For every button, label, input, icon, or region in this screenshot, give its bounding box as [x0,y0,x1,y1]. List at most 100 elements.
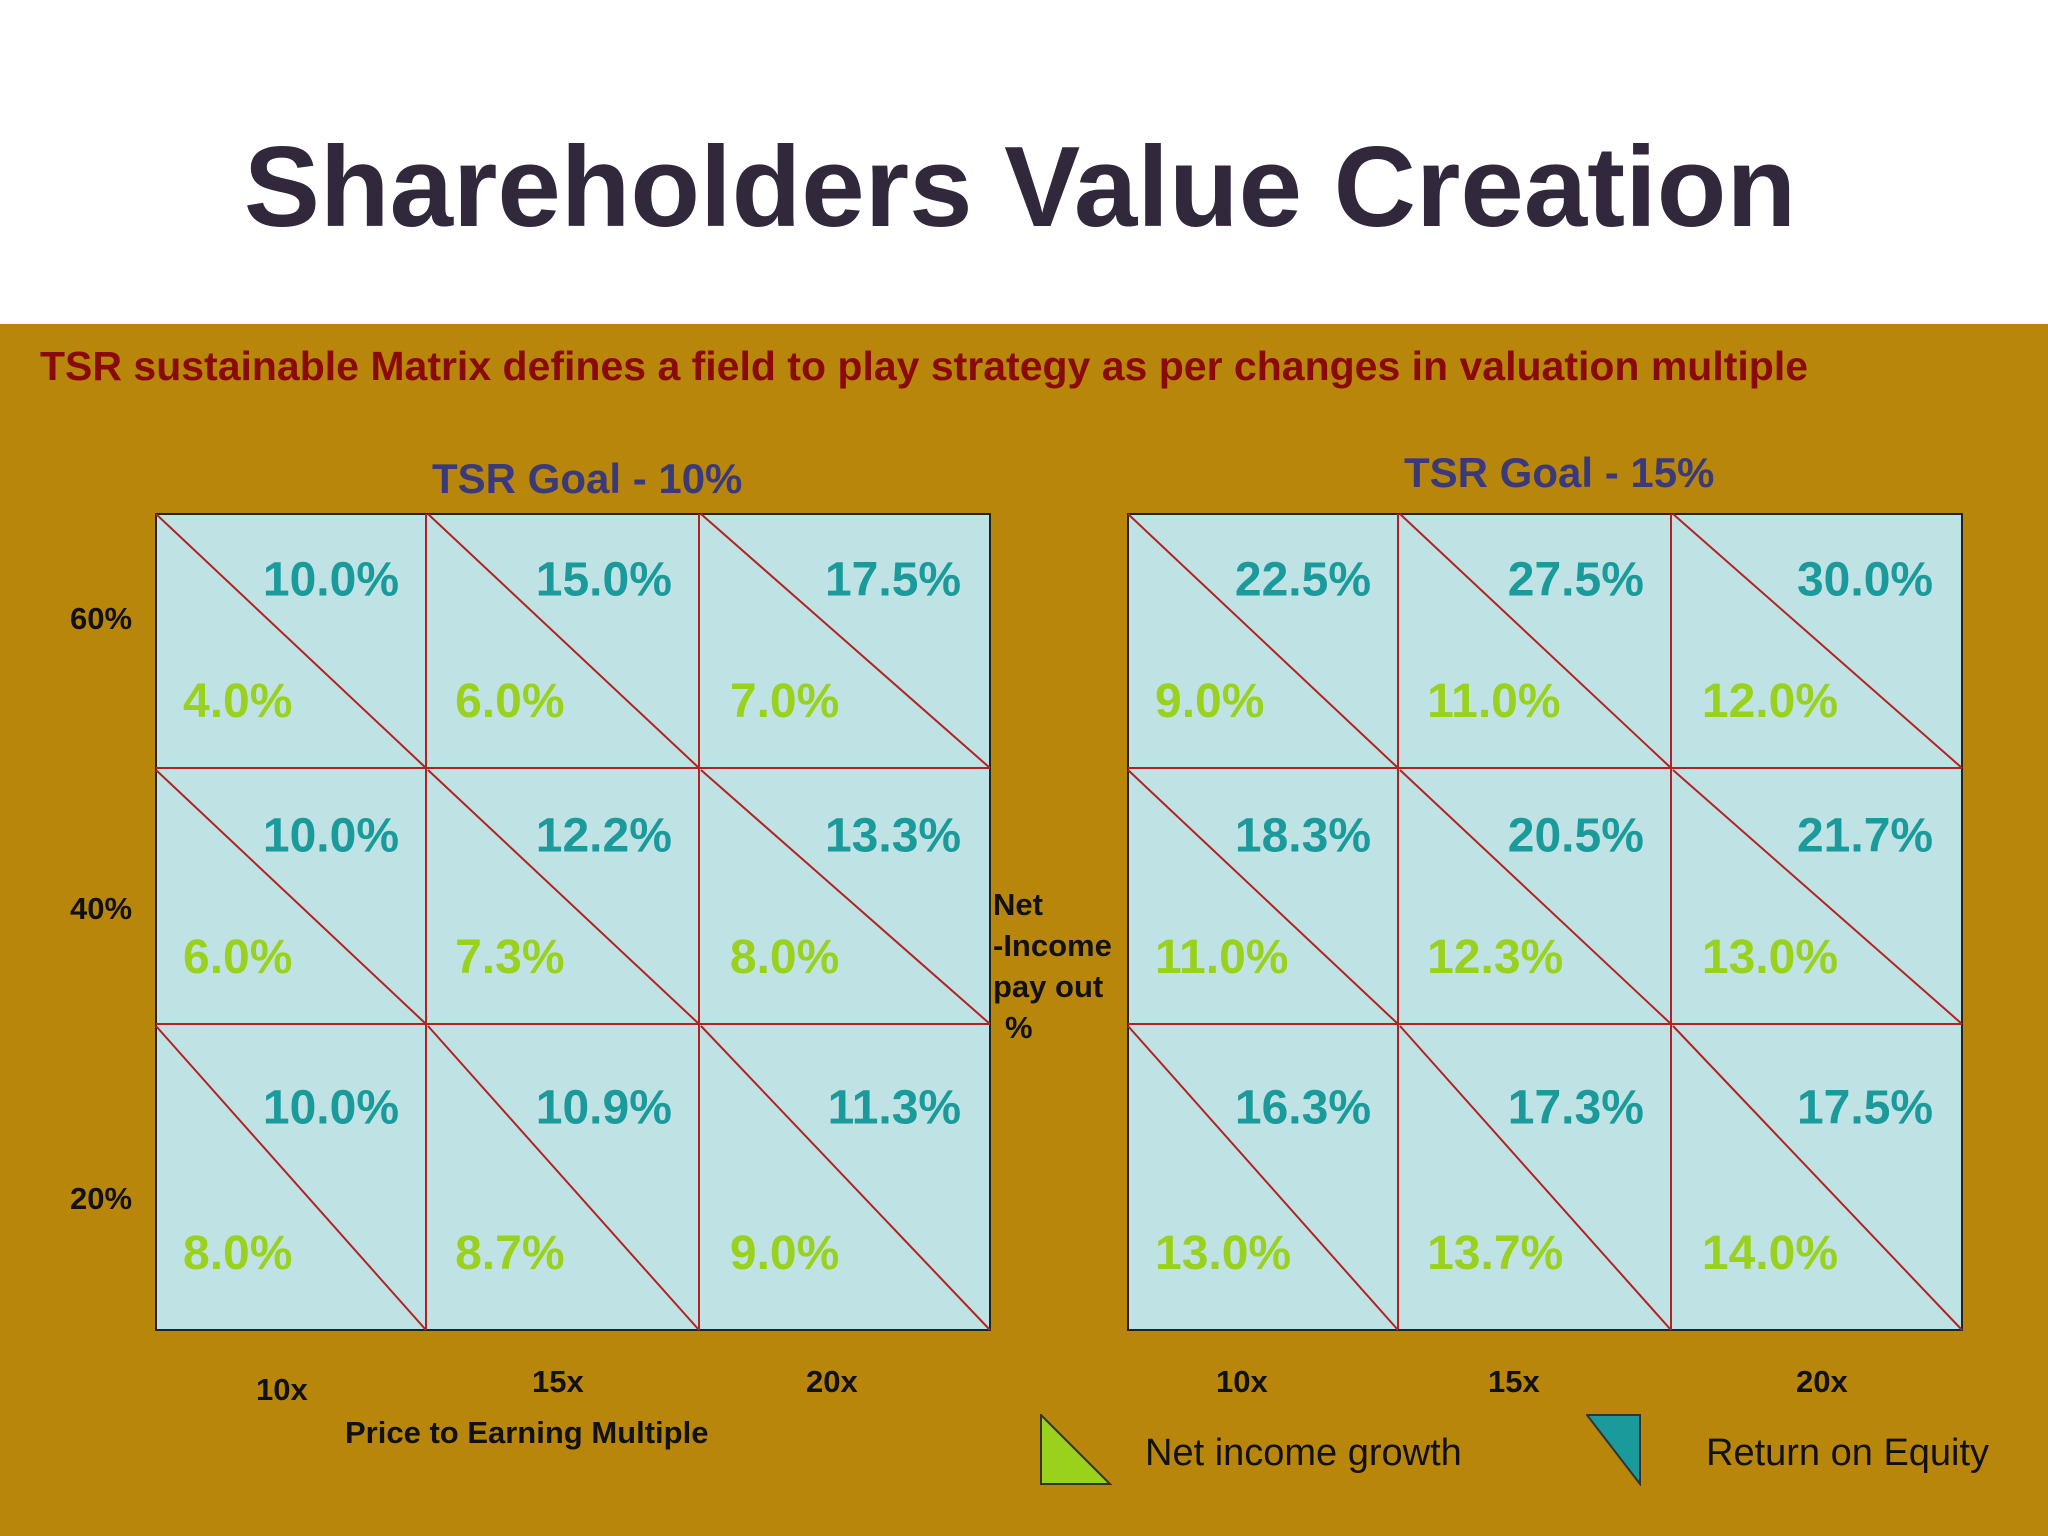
cell-diagonal [1127,1025,1399,1331]
net-income-growth-value: 12.0% [1702,675,1838,728]
net-income-growth-value: 12.3% [1427,931,1563,984]
y-tick-20: 20% [70,1181,133,1216]
return-on-equity-value: 21.7% [1797,809,1933,862]
cell-diagonal [155,769,427,1025]
cell-diagonal [1127,513,1399,769]
matrix-cell: 16.3% 13.0% [1127,1025,1399,1331]
net-income-growth-value: 14.0% [1702,1227,1838,1280]
payout-label-line1: Net [993,887,1043,922]
matrix-cell: 12.2% 7.3% [427,769,700,1025]
x-tick-left-10x: 10x [256,1372,308,1407]
payout-label-line4: % [1005,1010,1033,1045]
legend-net-income-growth: Net income growth [1145,1432,1462,1474]
matrix-cell: 18.3% 11.0% [1127,769,1399,1025]
return-on-equity-value: 22.5% [1235,553,1371,606]
matrix-cell: 11.3% 9.0% [700,1025,991,1331]
cell-diagonal [1127,769,1399,1025]
matrix-cell: 17.3% 13.7% [1399,1025,1672,1331]
matrix-cell: 10.9% 8.7% [427,1025,700,1331]
net-income-growth-value: 6.0% [455,675,564,728]
tsr-matrix-10: 10.0% 4.0% 15.0% 6.0% 17.5% 7.0% 10.0% 6.0% 12.2… [155,513,991,1331]
net-income-growth-value: 7.0% [730,675,839,728]
net-income-growth-value: 9.0% [730,1227,839,1280]
matrix-goal-label-right: TSR Goal - 15% [1404,449,1715,496]
return-on-equity-value: 17.5% [825,553,961,606]
y-tick-40: 40% [70,891,133,926]
matrix-cell: 27.5% 11.0% [1399,513,1672,769]
title-area [0,0,2048,324]
matrix-cell: 17.5% 14.0% [1672,1025,1963,1331]
net-income-growth-value: 13.0% [1155,1227,1291,1280]
x-tick-left-15x: 15x [532,1364,584,1399]
cell-diagonal [700,769,991,1025]
cell-diagonal [1399,1025,1672,1331]
cell-diagonal [427,769,700,1025]
payout-axis-label: Net -Income pay out % [993,884,1133,1048]
net-income-growth-value: 8.7% [455,1227,564,1280]
payout-label-line3: pay out [993,969,1104,1004]
payout-label-line2: -Income [993,928,1112,963]
cell-diagonal [427,513,700,769]
return-on-equity-value: 11.3% [828,1081,961,1134]
net-income-growth-value: 13.0% [1702,931,1838,984]
return-on-equity-value: 18.3% [1235,809,1371,862]
matrix-background [155,513,991,1331]
net-income-growth-value: 11.0% [1427,675,1560,728]
cell-diagonal [155,1025,427,1331]
return-on-equity-value: 10.9% [536,1081,672,1134]
cell-diagonal [1672,513,1963,769]
cell-diagonal [1672,1025,1963,1331]
return-on-equity-value: 12.2% [536,809,672,862]
y-tick-60: 60% [70,601,133,636]
return-on-equity-value: 10.0% [263,809,399,862]
net-income-growth-value: 8.0% [730,931,839,984]
matrix-cell: 15.0% 6.0% [427,513,700,769]
slide-subtitle: TSR sustainable Matrix defines a field t… [40,343,1809,389]
return-on-equity-value: 17.3% [1508,1081,1644,1134]
tsr-matrix-15: 22.5%9.0%27.5%11.0%30.0%12.0%18.3%11.0%2… [1127,513,1963,1331]
x-tick-right-10x: 10x [1216,1364,1268,1399]
matrix-cell: 20.5% 12.3% [1399,769,1672,1025]
net-income-growth-legend-icon [1040,1414,1112,1485]
return-on-equity-value: 10.0% [263,553,399,606]
matrix-cell: 10.0% 4.0% [155,513,427,769]
return-on-equity-value: 10.0% [263,1081,399,1134]
cell-diagonal [1399,513,1672,769]
net-income-growth-value: 8.0% [183,1227,292,1280]
return-on-equity-value: 30.0% [1797,553,1933,606]
cell-diagonal [700,1025,991,1331]
return-on-equity-value: 20.5% [1508,809,1644,862]
net-income-growth-value: 11.0% [1155,931,1288,984]
x-tick-right-15x: 15x [1488,1364,1540,1399]
return-on-equity-value: 16.3% [1235,1081,1371,1134]
cell-diagonal [1399,769,1672,1025]
cell-diagonal [700,513,991,769]
cell-diagonal [1672,769,1963,1025]
return-on-equity-value: 15.0% [536,553,672,606]
matrix-cell: 10.0% 6.0% [155,769,427,1025]
return-on-equity-value: 13.3% [825,809,961,862]
x-axis-title: Price to Earning Multiple [345,1415,709,1450]
x-tick-left-20x: 20x [806,1364,858,1399]
x-tick-right-20x: 20x [1796,1364,1848,1399]
matrix-background [1127,513,1963,1331]
matrix-cell: 22.5% 9.0% [1127,513,1399,769]
cell-diagonal [427,1025,700,1331]
matrix-cell: 10.0% 8.0% [155,1025,427,1331]
return-on-equity-value: 27.5% [1508,553,1644,606]
return-on-equity-legend-icon [1586,1414,1641,1486]
legend-return-on-equity: Return on Equity [1706,1432,1990,1474]
net-income-growth-value: 7.3% [455,931,564,984]
matrix-goal-label-left: TSR Goal - 10% [432,455,743,502]
net-income-growth-value: 13.7% [1427,1227,1563,1280]
cell-diagonal [155,513,427,769]
matrix-cell: 21.7% 13.0% [1672,769,1963,1025]
net-income-growth-value: 6.0% [183,931,292,984]
net-income-growth-value: 9.0% [1155,675,1264,728]
matrix-cell: 17.5% 7.0% [700,513,991,769]
net-income-growth-value: 4.0% [183,675,292,728]
return-on-equity-value: 17.5% [1797,1081,1933,1134]
slide-title: Shareholders Value Creation [243,124,1797,251]
matrix-cell: 30.0% 12.0% [1672,513,1963,769]
matrix-cell: 13.3% 8.0% [700,769,991,1025]
